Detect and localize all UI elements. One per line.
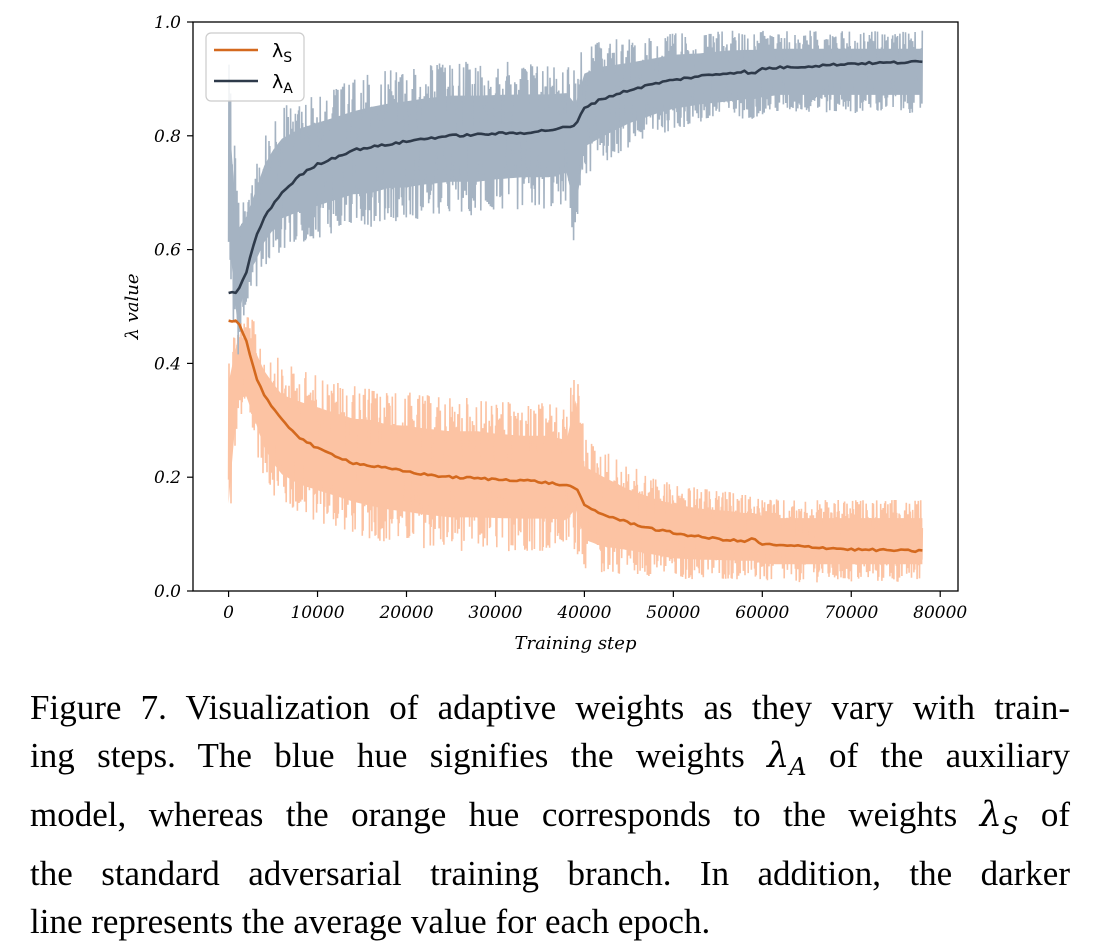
x-tick-label: 10000 <box>290 603 344 623</box>
lambda-a-band-noise <box>227 30 924 355</box>
x-tick-label: 30000 <box>468 603 522 623</box>
x-tick-label: 70000 <box>824 603 878 623</box>
legend-label-lambda-a: λA <box>272 71 293 97</box>
y-axis-ticks: 0.0 0.2 0.4 0.6 0.8 1.0 <box>154 13 193 602</box>
caption-line: line represents the average value for ea… <box>30 902 711 941</box>
plot-bands <box>227 30 924 583</box>
lambda-s-mean-line <box>228 319 923 554</box>
caption-line: Figure 7. Visualization of adaptive weig… <box>30 688 1070 727</box>
x-tick-label: 50000 <box>646 603 700 623</box>
y-tick-label: 0.8 <box>154 127 181 147</box>
caption-line: ing steps. The blue hue signifies the we… <box>30 736 1071 781</box>
plot-frame <box>192 21 959 592</box>
caption-math-symbol: λA <box>767 736 807 781</box>
legend: λS λA <box>205 32 305 102</box>
chart-svg: 0 10000 20000 30000 40000 50000 60000 70000 8000… <box>122 13 967 654</box>
y-axis-label: λ value <box>122 273 143 340</box>
x-axis-ticks: 0 10000 20000 30000 40000 50000 60000 70000 8000… <box>223 591 967 623</box>
x-tick-label: 60000 <box>735 603 789 623</box>
y-tick-label: 0.6 <box>154 241 181 261</box>
lambda-a-mean-line <box>228 59 923 295</box>
y-tick-label: 1.0 <box>154 13 181 33</box>
y-tick-label: 0.2 <box>154 468 181 488</box>
x-tick-label: 0 <box>223 603 234 623</box>
x-tick-label: 20000 <box>378 603 433 623</box>
plot-lines <box>228 59 923 554</box>
x-tick-label: 40000 <box>556 603 611 623</box>
x-tick-label: 80000 <box>913 603 967 623</box>
x-axis-label: Training step <box>515 633 637 654</box>
caption-math-symbol: λS <box>979 795 1019 840</box>
caption-line: the standard adversarial training branch… <box>30 854 1070 893</box>
figure-chart: 0 10000 20000 30000 40000 50000 60000 70000 8000… <box>122 13 967 654</box>
y-tick-label: 0.0 <box>154 582 181 602</box>
legend-label-lambda-s: λS <box>272 40 292 66</box>
figure-caption: Figure 7. Visualization of adaptive weig… <box>30 684 1070 946</box>
caption-line: model, whereas the orange hue correspond… <box>30 795 1071 840</box>
y-tick-label: 0.4 <box>154 354 181 374</box>
lambda-s-band-noise <box>227 317 924 583</box>
